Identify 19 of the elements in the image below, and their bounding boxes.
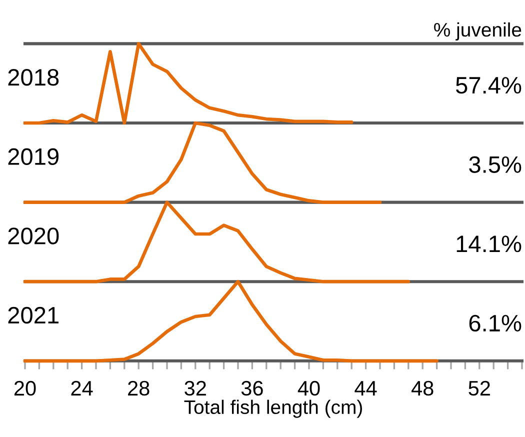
- annotation: 2021: [8, 306, 58, 324]
- annotation: 2020: [8, 228, 59, 244]
- chart-title: % juvenile: [434, 22, 522, 41]
- x-tick-label: 36: [241, 380, 263, 396]
- x-tick-label: 40: [298, 380, 320, 396]
- x-tick-label: 48: [411, 380, 434, 396]
- x-tick-label: 44: [354, 381, 377, 396]
- x-tick-label: 20: [14, 380, 36, 396]
- x-tick-label: 24: [71, 380, 93, 396]
- x-axis-title: Total fish length (cm): [184, 400, 362, 418]
- x-tick-label: 52: [468, 380, 490, 396]
- annotation: 57.4%: [456, 77, 522, 94]
- annotation: 2019: [8, 148, 59, 166]
- annotation: 14.1%: [456, 236, 522, 252]
- annotation: 6.1%: [469, 314, 522, 332]
- annotation: 3.5%: [469, 156, 522, 173]
- annotation: 2018: [8, 69, 59, 86]
- x-tick-label: 28: [128, 380, 150, 396]
- x-tick-label: 32: [184, 380, 206, 396]
